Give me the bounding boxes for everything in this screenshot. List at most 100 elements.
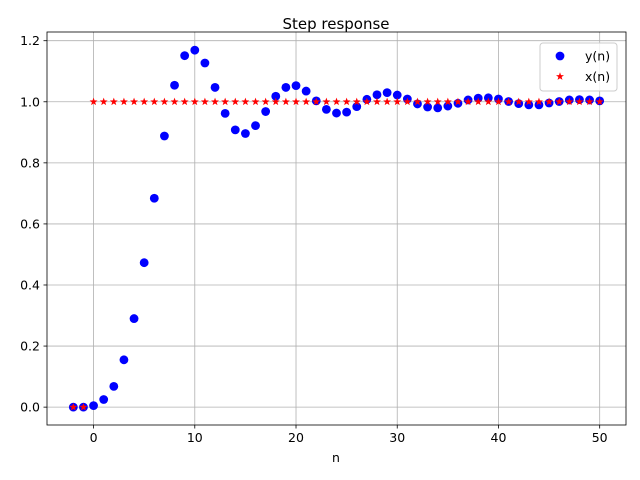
data-point-x [119, 97, 128, 106]
data-point-x [211, 97, 220, 106]
x-tick-label: 30 [389, 430, 405, 445]
data-point-x [251, 97, 260, 106]
data-point-y [170, 80, 179, 90]
data-point-y [109, 381, 119, 391]
data-point-y [251, 121, 260, 130]
x-tick-label: 10 [187, 430, 203, 445]
x-axis-label: n [332, 450, 340, 465]
x-tick-label: 50 [592, 430, 608, 445]
data-point-y [200, 58, 210, 68]
data-point-x [484, 97, 493, 106]
grid-lines [47, 32, 626, 425]
data-point-x [413, 97, 422, 106]
data-point-y [119, 355, 129, 365]
series-layer [68, 45, 605, 412]
data-point-y [433, 103, 443, 113]
data-point-x [545, 97, 554, 106]
data-point-x [524, 97, 533, 106]
data-point-y [342, 107, 352, 117]
data-point-y [332, 108, 341, 118]
data-point-y [220, 108, 230, 118]
data-point-x [261, 97, 270, 106]
data-point-y [443, 101, 453, 111]
y-tick-label: 0.8 [20, 155, 40, 170]
data-point-x [565, 97, 574, 106]
data-point-y [99, 395, 109, 404]
data-point-x [150, 97, 159, 106]
data-point-x [200, 97, 209, 106]
data-point-y [210, 83, 220, 92]
data-point-x [494, 97, 503, 106]
legend-marker-x [556, 72, 564, 80]
data-point-y [139, 258, 149, 268]
data-point-y [301, 86, 311, 96]
data-point-x [109, 97, 118, 106]
data-point-x [231, 97, 240, 106]
data-point-y [534, 100, 544, 110]
legend-star-shape [556, 72, 564, 80]
y-tick-label: 0.4 [20, 277, 40, 292]
data-point-y [230, 125, 240, 135]
data-point-x [79, 402, 88, 411]
data-point-x [190, 97, 199, 106]
data-point-x [160, 97, 169, 106]
data-point-x [464, 97, 473, 106]
chart-title: Step response [282, 15, 389, 33]
data-point-y [281, 83, 291, 92]
data-point-x [170, 97, 179, 106]
data-point-y [180, 51, 190, 61]
data-point-x [312, 97, 321, 106]
y-axis-ticks: 0.0 0.2 0.4 0.6 0.8 1.0 1.2 [20, 33, 47, 415]
data-point-y [149, 193, 159, 203]
data-point-x [342, 97, 351, 106]
data-point-x [89, 97, 98, 106]
y-tick-label: 1.2 [20, 33, 40, 48]
data-point-x [292, 97, 300, 106]
data-point-x [221, 97, 230, 106]
series-x [69, 97, 604, 411]
data-point-x [99, 97, 108, 106]
data-point-x [383, 97, 392, 106]
data-point-x [443, 97, 452, 106]
legend: y(n) x(n) [539, 42, 618, 92]
legend-label-x: x(n) [585, 69, 610, 84]
data-point-x [69, 402, 78, 411]
data-point-x [393, 97, 402, 106]
data-point-x [140, 97, 149, 106]
data-point-x [130, 97, 139, 106]
data-point-y [160, 131, 169, 141]
data-point-x [514, 97, 523, 106]
data-point-y [423, 102, 433, 112]
data-point-x [423, 97, 432, 106]
y-tick-label: 0.6 [20, 216, 40, 231]
data-point-y [271, 91, 281, 101]
data-point-x [474, 97, 483, 106]
data-point-x [595, 97, 604, 106]
data-point-y [524, 100, 534, 110]
data-point-x [534, 97, 543, 106]
legend-marker-y [555, 51, 565, 61]
data-point-x [403, 97, 412, 106]
data-point-x [332, 97, 341, 106]
x-tick-label: 40 [491, 430, 507, 445]
y-tick-label: 1.0 [20, 94, 40, 109]
data-point-x [555, 97, 564, 106]
x-axis-ticks: 0 10 20 30 40 50 [90, 425, 608, 445]
data-point-y [291, 81, 301, 90]
data-point-y [89, 401, 98, 411]
data-point-x [433, 97, 442, 106]
data-point-x [302, 97, 311, 106]
data-point-y [321, 105, 331, 114]
data-point-y [352, 102, 362, 112]
data-point-x [362, 97, 371, 106]
data-point-x [504, 97, 513, 106]
data-point-y [240, 129, 250, 138]
data-point-x [322, 97, 331, 106]
legend-label-y: y(n) [585, 49, 610, 64]
data-point-x [585, 97, 594, 106]
data-point-x [271, 97, 280, 106]
x-tick-label: 0 [90, 430, 98, 445]
data-point-y [129, 314, 139, 323]
data-point-x [281, 97, 290, 106]
